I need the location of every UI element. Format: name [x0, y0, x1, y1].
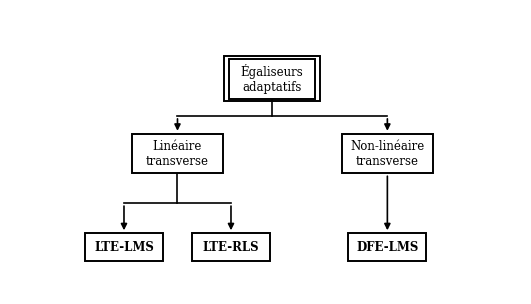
Text: Linéaire
transverse: Linéaire transverse	[146, 140, 209, 168]
Bar	[342, 134, 433, 173]
Bar	[192, 233, 270, 261]
Bar	[229, 59, 315, 98]
Bar	[224, 56, 320, 101]
Bar	[132, 134, 223, 173]
Text: DFE-LMS: DFE-LMS	[356, 241, 418, 254]
Text: LTE-RLS: LTE-RLS	[203, 241, 259, 254]
Bar	[348, 233, 426, 261]
Text: Égaliseurs
adaptatifs: Égaliseurs adaptatifs	[241, 64, 304, 94]
Bar	[85, 233, 163, 261]
Text: Non-linéaire
transverse: Non-linéaire transverse	[350, 140, 424, 168]
Text: LTE-LMS: LTE-LMS	[94, 241, 154, 254]
